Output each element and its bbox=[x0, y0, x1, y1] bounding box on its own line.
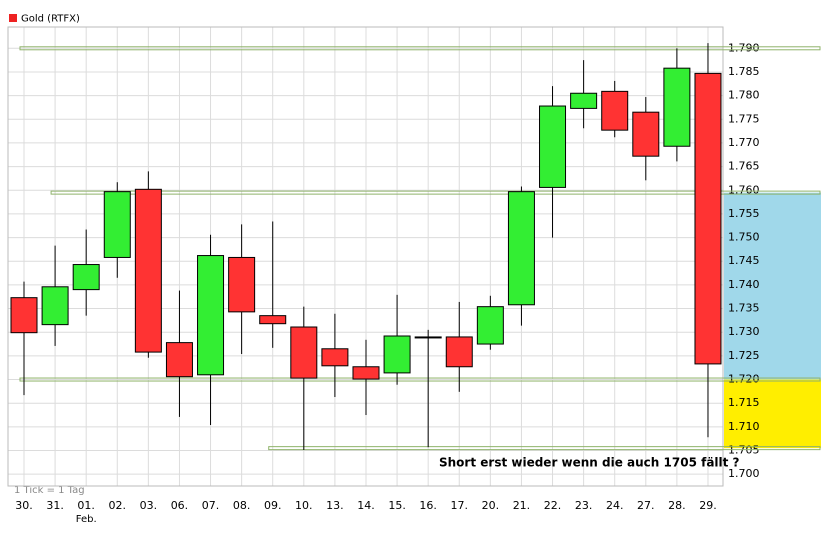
x-tick-label: 09. bbox=[264, 499, 282, 512]
y-tick-label: 1.765 bbox=[728, 160, 760, 173]
y-tick-label: 1.715 bbox=[728, 396, 760, 409]
y-tick-label: 1.770 bbox=[728, 136, 760, 149]
candle-body bbox=[41, 286, 69, 326]
x-tick-label: 17. bbox=[451, 499, 469, 512]
y-tick-label: 1.790 bbox=[728, 41, 760, 54]
zone bbox=[724, 192, 821, 380]
x-tick-label: 23. bbox=[575, 499, 593, 512]
candle-body bbox=[134, 188, 162, 353]
x-tick-label: 21. bbox=[513, 499, 531, 512]
horizontal-line bbox=[19, 377, 821, 382]
legend-label: Gold (RTFX) bbox=[21, 14, 80, 25]
candle-body bbox=[10, 297, 38, 334]
candle-body bbox=[539, 105, 567, 188]
y-tick-label: 1.745 bbox=[728, 254, 760, 267]
candle-body bbox=[165, 342, 193, 378]
candle-body bbox=[197, 255, 225, 376]
y-tick-label: 1.700 bbox=[728, 467, 760, 480]
y-tick-label: 1.710 bbox=[728, 420, 760, 433]
candle-body bbox=[476, 306, 504, 345]
footnote: 1 Tick = 1 Tag bbox=[14, 485, 85, 496]
candle-body bbox=[259, 315, 287, 325]
candle-body bbox=[72, 264, 100, 291]
y-tick-label: 1.785 bbox=[728, 65, 760, 78]
x-month-label: Feb. bbox=[76, 514, 97, 525]
horizontal-line bbox=[19, 46, 821, 51]
candle-body bbox=[103, 191, 131, 258]
candle-body bbox=[663, 67, 691, 147]
y-tick-label: 1.755 bbox=[728, 207, 760, 220]
x-tick-label: 22. bbox=[544, 499, 562, 512]
x-tick-label: 14. bbox=[357, 499, 375, 512]
x-tick-label: 28. bbox=[668, 499, 686, 512]
candle-body bbox=[694, 72, 722, 365]
x-tick-label: 07. bbox=[202, 499, 220, 512]
candle-body bbox=[352, 366, 380, 380]
candle-body bbox=[383, 335, 411, 374]
plot-frame bbox=[7, 26, 724, 487]
candle-body bbox=[321, 348, 349, 367]
candle-body bbox=[228, 256, 256, 313]
x-tick-label: 30. bbox=[15, 499, 33, 512]
x-tick-label: 29. bbox=[699, 499, 717, 512]
x-tick-label: 01. bbox=[77, 499, 95, 512]
y-tick-label: 1.725 bbox=[728, 349, 760, 362]
x-tick-label: 15. bbox=[388, 499, 406, 512]
candle-body bbox=[570, 92, 598, 109]
horizontal-line bbox=[268, 446, 821, 451]
candle-body bbox=[445, 336, 473, 368]
candle-body bbox=[414, 336, 442, 339]
y-tick-label: 1.780 bbox=[728, 89, 760, 102]
y-tick-label: 1.735 bbox=[728, 302, 760, 315]
legend-swatch bbox=[9, 14, 17, 22]
x-tick-label: 27. bbox=[637, 499, 655, 512]
y-tick-label: 1.740 bbox=[728, 278, 760, 291]
x-tick-label: 16. bbox=[419, 499, 437, 512]
y-tick-label: 1.760 bbox=[728, 183, 760, 196]
horizontal-line bbox=[50, 190, 821, 195]
y-tick-label: 1.775 bbox=[728, 112, 760, 125]
candle-body bbox=[507, 191, 535, 306]
y-tick-label: 1.720 bbox=[728, 373, 760, 386]
x-tick-label: 03. bbox=[140, 499, 158, 512]
x-tick-label: 20. bbox=[482, 499, 500, 512]
candle-body bbox=[632, 111, 660, 157]
zone bbox=[724, 379, 821, 449]
candle-body bbox=[601, 90, 629, 131]
y-tick-label: 1.750 bbox=[728, 231, 760, 244]
x-tick-label: 31. bbox=[46, 499, 64, 512]
x-tick-label: 08. bbox=[233, 499, 251, 512]
x-tick-label: 06. bbox=[171, 499, 189, 512]
x-tick-label: 02. bbox=[109, 499, 127, 512]
y-tick-label: 1.730 bbox=[728, 325, 760, 338]
x-tick-label: 10. bbox=[295, 499, 313, 512]
annotation: Short erst wieder wenn die auch 1705 fäl… bbox=[439, 456, 740, 470]
x-tick-label: 13. bbox=[326, 499, 344, 512]
candle-body bbox=[290, 326, 318, 379]
x-tick-label: 24. bbox=[606, 499, 624, 512]
